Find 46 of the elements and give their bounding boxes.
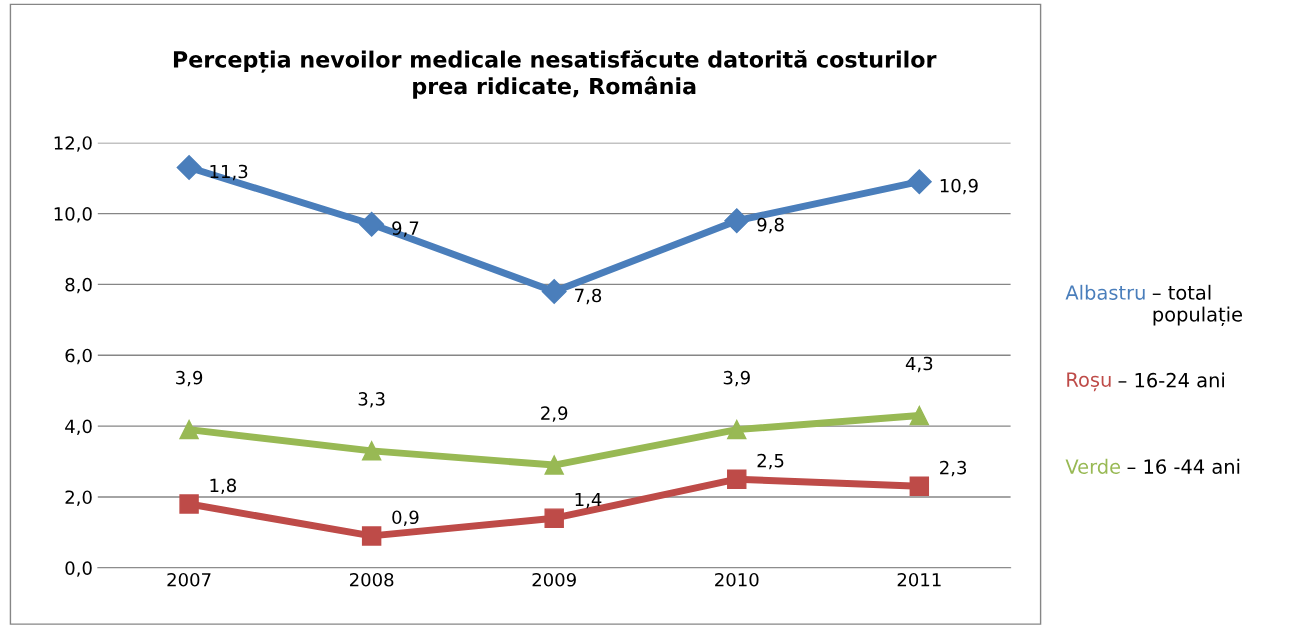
data-label: 1,8 (210, 478, 236, 495)
data-label: 9,8 (757, 217, 784, 234)
y-tick-label: 8,0 (65, 277, 92, 294)
y-tick-label: 6,0 (65, 348, 92, 365)
x-tick-label: 2007 (167, 572, 211, 587)
point (179, 419, 199, 440)
y-tick-label: 10,0 (54, 207, 92, 223)
point (724, 208, 750, 234)
point (361, 526, 382, 546)
chart-title: Percepția nevoilor medicale nesatisfăcute datorită costurilor prea ridicate, România (173, 50, 937, 99)
data-label: 0,9 (392, 510, 419, 526)
data-label: 3,9 (723, 370, 750, 387)
text: Albastru – total populație (1065, 284, 1243, 327)
point (361, 441, 382, 461)
data-label: 11,3 (210, 164, 248, 181)
point (909, 405, 930, 426)
data-label: 9,7 (392, 221, 419, 237)
text: Verde – 16 -44 ani (1065, 458, 1240, 474)
point (727, 419, 747, 440)
data-label: 1,4 (575, 492, 602, 509)
point (909, 476, 930, 497)
data-label: 4,3 (905, 356, 933, 373)
data-label: 10,9 (940, 178, 978, 195)
x-tick-label: 2010 (715, 572, 759, 587)
text: Roșu – 16-24 ani (1067, 372, 1224, 392)
y-tick-label: 2,0 (65, 490, 92, 506)
x-tick-label: 2011 (897, 572, 941, 587)
point (176, 155, 202, 181)
y-tick-label: 0,0 (65, 561, 92, 577)
data-label: 3,3 (358, 392, 385, 408)
data-label: 2,5 (757, 453, 784, 470)
point (179, 494, 199, 514)
point (727, 469, 747, 489)
point (359, 211, 385, 237)
point (541, 279, 567, 304)
x-tick-label: 2009 (532, 572, 576, 587)
point (544, 508, 564, 528)
x-tick-label: 2008 (349, 572, 394, 587)
y-tick-label: 4,0 (65, 419, 92, 436)
data-label: 2,9 (541, 406, 568, 422)
data-label: 3,9 (176, 370, 203, 387)
y-tick-label: 12,0 (54, 136, 92, 152)
point (906, 169, 932, 195)
point (544, 455, 564, 475)
data-label: 2,3 (940, 460, 967, 477)
data-label: 7,8 (575, 288, 602, 305)
